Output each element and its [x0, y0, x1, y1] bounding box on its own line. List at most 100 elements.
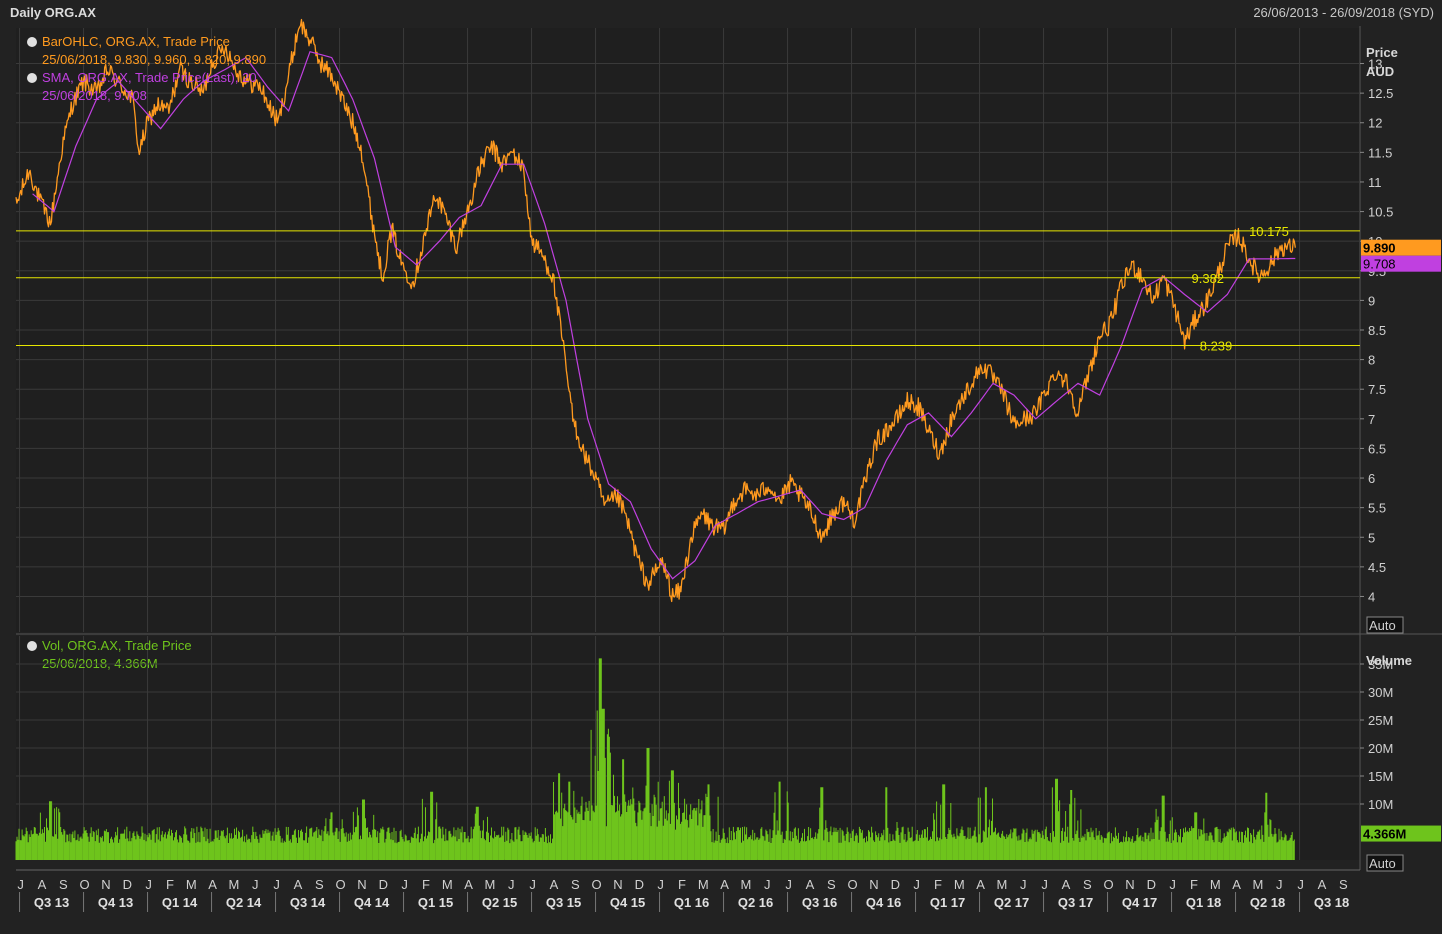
x-tick-month: J [17, 877, 24, 892]
volume-bars [15, 658, 1295, 860]
x-tick-month: O [848, 877, 858, 892]
volume-last-badge [1361, 825, 1441, 842]
reference-line-label: 8.239 [1200, 338, 1233, 353]
x-tick-month: O [1104, 877, 1114, 892]
x-tick-month: F [678, 877, 686, 892]
y-tick-label: 12 [1368, 116, 1382, 131]
y-tick-label: 5.5 [1368, 501, 1386, 516]
y-tick-label: 4.5 [1368, 560, 1386, 575]
legend-volume-icon [27, 641, 37, 651]
x-tick-month: J [1169, 877, 1176, 892]
x-tick-quarter: Q2 15 [482, 895, 517, 910]
y-tick-label: 5 [1368, 530, 1375, 545]
x-tick-month: A [464, 877, 473, 892]
x-tick-month: J [252, 877, 259, 892]
last-value-badge [1361, 239, 1441, 256]
title-bar [0, 0, 1442, 26]
legend-price-value: 25/06/2018, 9.830, 9.960, 9.820, 9.890 [42, 52, 266, 67]
y-tick-label: 6 [1368, 471, 1375, 486]
y-tick-label: 8.5 [1368, 323, 1386, 338]
x-tick-month: M [1210, 877, 1221, 892]
x-tick-month: M [186, 877, 197, 892]
volume-tick-label: 10M [1368, 797, 1393, 812]
x-tick-month: N [101, 877, 110, 892]
x-tick-quarter: Q3 17 [1058, 895, 1093, 910]
x-tick-quarter: Q1 18 [1186, 895, 1221, 910]
x-tick-month: M [442, 877, 453, 892]
last-value-label: 9.890 [1363, 241, 1396, 256]
y-tick-label: 12.5 [1368, 86, 1393, 101]
y-axis-unit: AUD [1366, 64, 1394, 79]
x-tick-month: F [422, 877, 430, 892]
x-tick-month: M [997, 877, 1008, 892]
y-tick-label: 7 [1368, 412, 1375, 427]
x-tick-month: M [229, 877, 240, 892]
x-tick-month: J [764, 877, 771, 892]
volume-tick-label: 15M [1368, 769, 1393, 784]
x-tick-quarter: Q2 16 [738, 895, 773, 910]
y-tick-label: 7.5 [1368, 382, 1386, 397]
x-tick-month: O [80, 877, 90, 892]
x-tick-month: J [508, 877, 515, 892]
y-tick-label: 11.5 [1368, 145, 1392, 160]
last-value-badge [1361, 255, 1441, 272]
x-tick-month: J [785, 877, 792, 892]
volume-tick-label: 35M [1368, 657, 1393, 672]
x-tick-quarter: Q4 13 [98, 895, 133, 910]
legend-volume-title: Vol, ORG.AX, Trade Price [42, 638, 192, 653]
volume-auto-button [1366, 854, 1404, 872]
date-range: 26/06/2013 - 26/09/2018 (SYD) [1253, 5, 1434, 20]
volume-auto-label: Auto [1369, 856, 1396, 871]
x-tick-month: J [1041, 877, 1048, 892]
x-tick-month: A [976, 877, 985, 892]
x-tick-month: J [1276, 877, 1283, 892]
x-tick-month: M [954, 877, 965, 892]
x-tick-month: A [806, 877, 815, 892]
x-tick-month: N [869, 877, 878, 892]
x-tick-quarter: Q2 18 [1250, 895, 1285, 910]
x-tick-month: O [336, 877, 346, 892]
x-tick-month: J [529, 877, 536, 892]
volume-tick-label: 20M [1368, 741, 1393, 756]
x-tick-quarter: Q3 16 [802, 895, 837, 910]
x-tick-quarter: Q3 13 [34, 895, 69, 910]
chart-title: Daily ORG.AX [10, 5, 96, 20]
x-tick-month: S [571, 877, 580, 892]
x-tick-month: O [592, 877, 602, 892]
x-tick-month: J [145, 877, 152, 892]
x-tick-quarter: Q4 14 [354, 895, 390, 910]
x-tick-month: S [1083, 877, 1092, 892]
x-tick-quarter: Q1 16 [674, 895, 709, 910]
x-tick-month: J [913, 877, 920, 892]
reference-line-label: 10.175 [1249, 224, 1289, 239]
x-tick-quarter: Q2 17 [994, 895, 1029, 910]
x-tick-month: J [401, 877, 408, 892]
legend-price-icon [27, 37, 37, 47]
legend-sma-title: SMA, ORG.AX, Trade Price(Last), 20 [42, 70, 257, 85]
x-tick-month: M [698, 877, 709, 892]
x-tick-month: S [827, 877, 836, 892]
x-tick-month: D [635, 877, 644, 892]
price-series-line [15, 18, 1296, 603]
legend-sma-value: 25/06/2018, 9.708 [42, 88, 147, 103]
y-tick-label: 11 [1368, 175, 1382, 190]
volume-last-label: 4.366M [1363, 827, 1406, 842]
x-tick-quarter: Q2 14 [226, 895, 262, 910]
y-axis-label: Price [1366, 45, 1398, 60]
x-tick-quarter: Q3 15 [546, 895, 581, 910]
y-tick-label: 9 [1368, 293, 1375, 308]
x-tick-month: M [1253, 877, 1264, 892]
x-tick-month: N [357, 877, 366, 892]
x-tick-month: M [741, 877, 752, 892]
x-tick-month: A [1318, 877, 1327, 892]
x-tick-month: N [613, 877, 622, 892]
x-tick-month: F [934, 877, 942, 892]
x-tick-quarter: Q4 15 [610, 895, 645, 910]
x-tick-month: A [550, 877, 559, 892]
x-tick-month: N [1125, 877, 1134, 892]
x-tick-month: D [379, 877, 388, 892]
auto-scale-button [1366, 616, 1404, 634]
x-tick-month: D [1147, 877, 1156, 892]
y-tick-label: 4 [1368, 589, 1375, 604]
